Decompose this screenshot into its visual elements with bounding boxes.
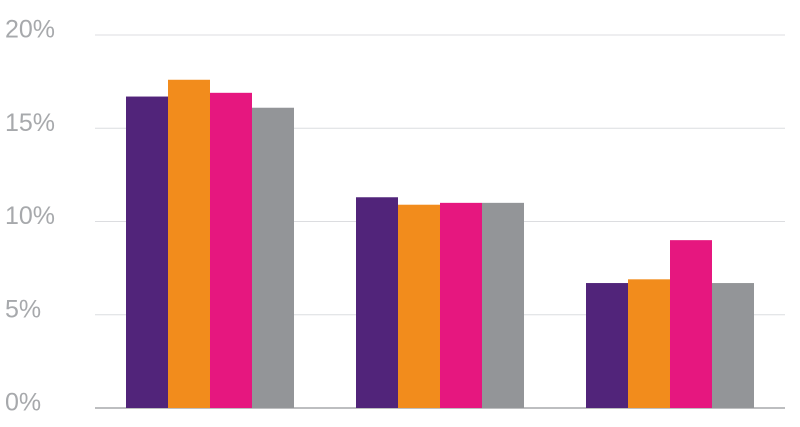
bar bbox=[712, 283, 754, 408]
y-tick-label: 5% bbox=[5, 295, 41, 323]
bar bbox=[398, 204, 440, 408]
y-tick-label: 10% bbox=[5, 202, 55, 230]
bar bbox=[168, 79, 210, 408]
y-tick-label: 20% bbox=[5, 16, 55, 44]
bar bbox=[482, 202, 524, 408]
y-tick-label: 15% bbox=[5, 109, 55, 137]
bar bbox=[586, 283, 628, 408]
bar bbox=[356, 197, 398, 408]
bar bbox=[210, 92, 252, 408]
bar bbox=[628, 279, 670, 408]
bar bbox=[252, 107, 294, 409]
bar bbox=[670, 240, 712, 408]
y-tick-label: 0% bbox=[5, 389, 41, 417]
bar bbox=[440, 202, 482, 408]
bar bbox=[126, 96, 168, 409]
